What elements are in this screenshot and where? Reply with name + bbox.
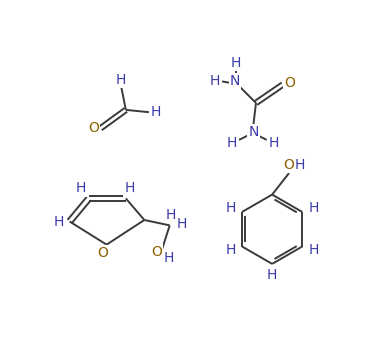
Text: O: O [88, 121, 99, 134]
Text: H: H [76, 181, 87, 196]
Text: N: N [230, 74, 241, 88]
Text: O: O [284, 158, 295, 172]
Text: H: H [116, 73, 126, 87]
Text: H: H [269, 136, 279, 150]
Text: H: H [267, 269, 277, 283]
Text: H: H [226, 243, 236, 257]
Text: H: H [166, 207, 176, 221]
Text: N: N [249, 125, 259, 139]
Text: H: H [54, 214, 64, 229]
Text: O: O [97, 246, 108, 260]
Text: H: H [177, 217, 187, 231]
Text: H: H [151, 105, 161, 119]
Text: H: H [124, 181, 135, 196]
Text: O: O [151, 245, 162, 259]
Text: H: H [226, 201, 236, 215]
Text: H: H [308, 201, 319, 215]
Text: H: H [308, 243, 319, 257]
Text: H: H [227, 136, 237, 150]
Text: H: H [295, 158, 305, 172]
Text: O: O [284, 76, 295, 90]
Text: H: H [231, 56, 241, 70]
Text: H: H [164, 251, 174, 265]
Text: H: H [210, 74, 220, 88]
